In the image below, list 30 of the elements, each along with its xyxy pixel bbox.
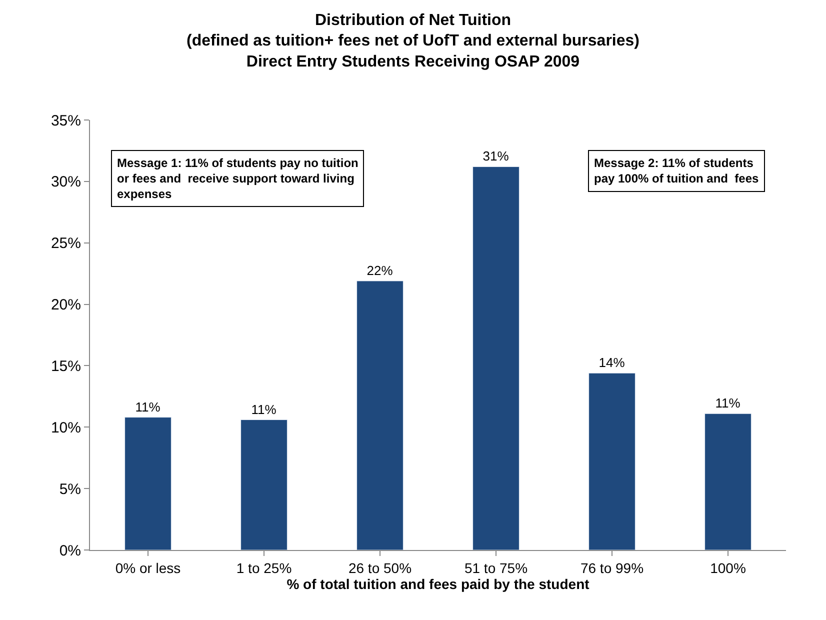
y-tick-label: 15% (50, 358, 81, 375)
y-tick-label: 20% (50, 296, 81, 314)
y-tick-label: 30% (50, 174, 81, 191)
x-tick-label: 1 to 25% (236, 560, 292, 576)
data-label: 11% (135, 399, 161, 414)
x-tick-label: 26 to 50% (348, 560, 412, 576)
x-axis-title: % of total tuition and fees paid by the student (286, 576, 590, 592)
annotation: Message 2: 11% of students pay 100% of tuition and fees (594, 156, 760, 186)
bar (240, 420, 288, 550)
data-label: 31% (482, 148, 510, 164)
bar (124, 417, 172, 550)
x-tick-label: 100% (710, 560, 746, 576)
bar (588, 372, 636, 550)
annotation: Message 1: 11% of students pay no tuition or fees and receive support toward living expenses (117, 156, 358, 202)
x-tick-label: 76 to 99% (580, 560, 644, 576)
chart-title: Distribution of Net Tuition (defined as tuition+ fees net of UofT and external bursaries) Direct Entry Students Receiving OSAP 2009 (186, 12, 640, 70)
data-label: 11% (251, 402, 277, 417)
bar (472, 166, 520, 550)
y-tick-label: 10% (50, 419, 81, 436)
y-tick-label: 25% (50, 235, 81, 252)
data-label: 14% (598, 355, 626, 370)
y-tick-label: 35% (50, 112, 81, 130)
bar (704, 413, 752, 550)
data-label: 11% (715, 396, 741, 411)
bar (356, 280, 404, 550)
x-tick-label: 0% or less (115, 560, 181, 576)
data-label: 22% (366, 262, 394, 278)
y-tick-label: 0% (59, 542, 81, 560)
y-tick-label: 5% (59, 480, 81, 498)
x-tick-label: 51 to 75% (464, 560, 528, 576)
